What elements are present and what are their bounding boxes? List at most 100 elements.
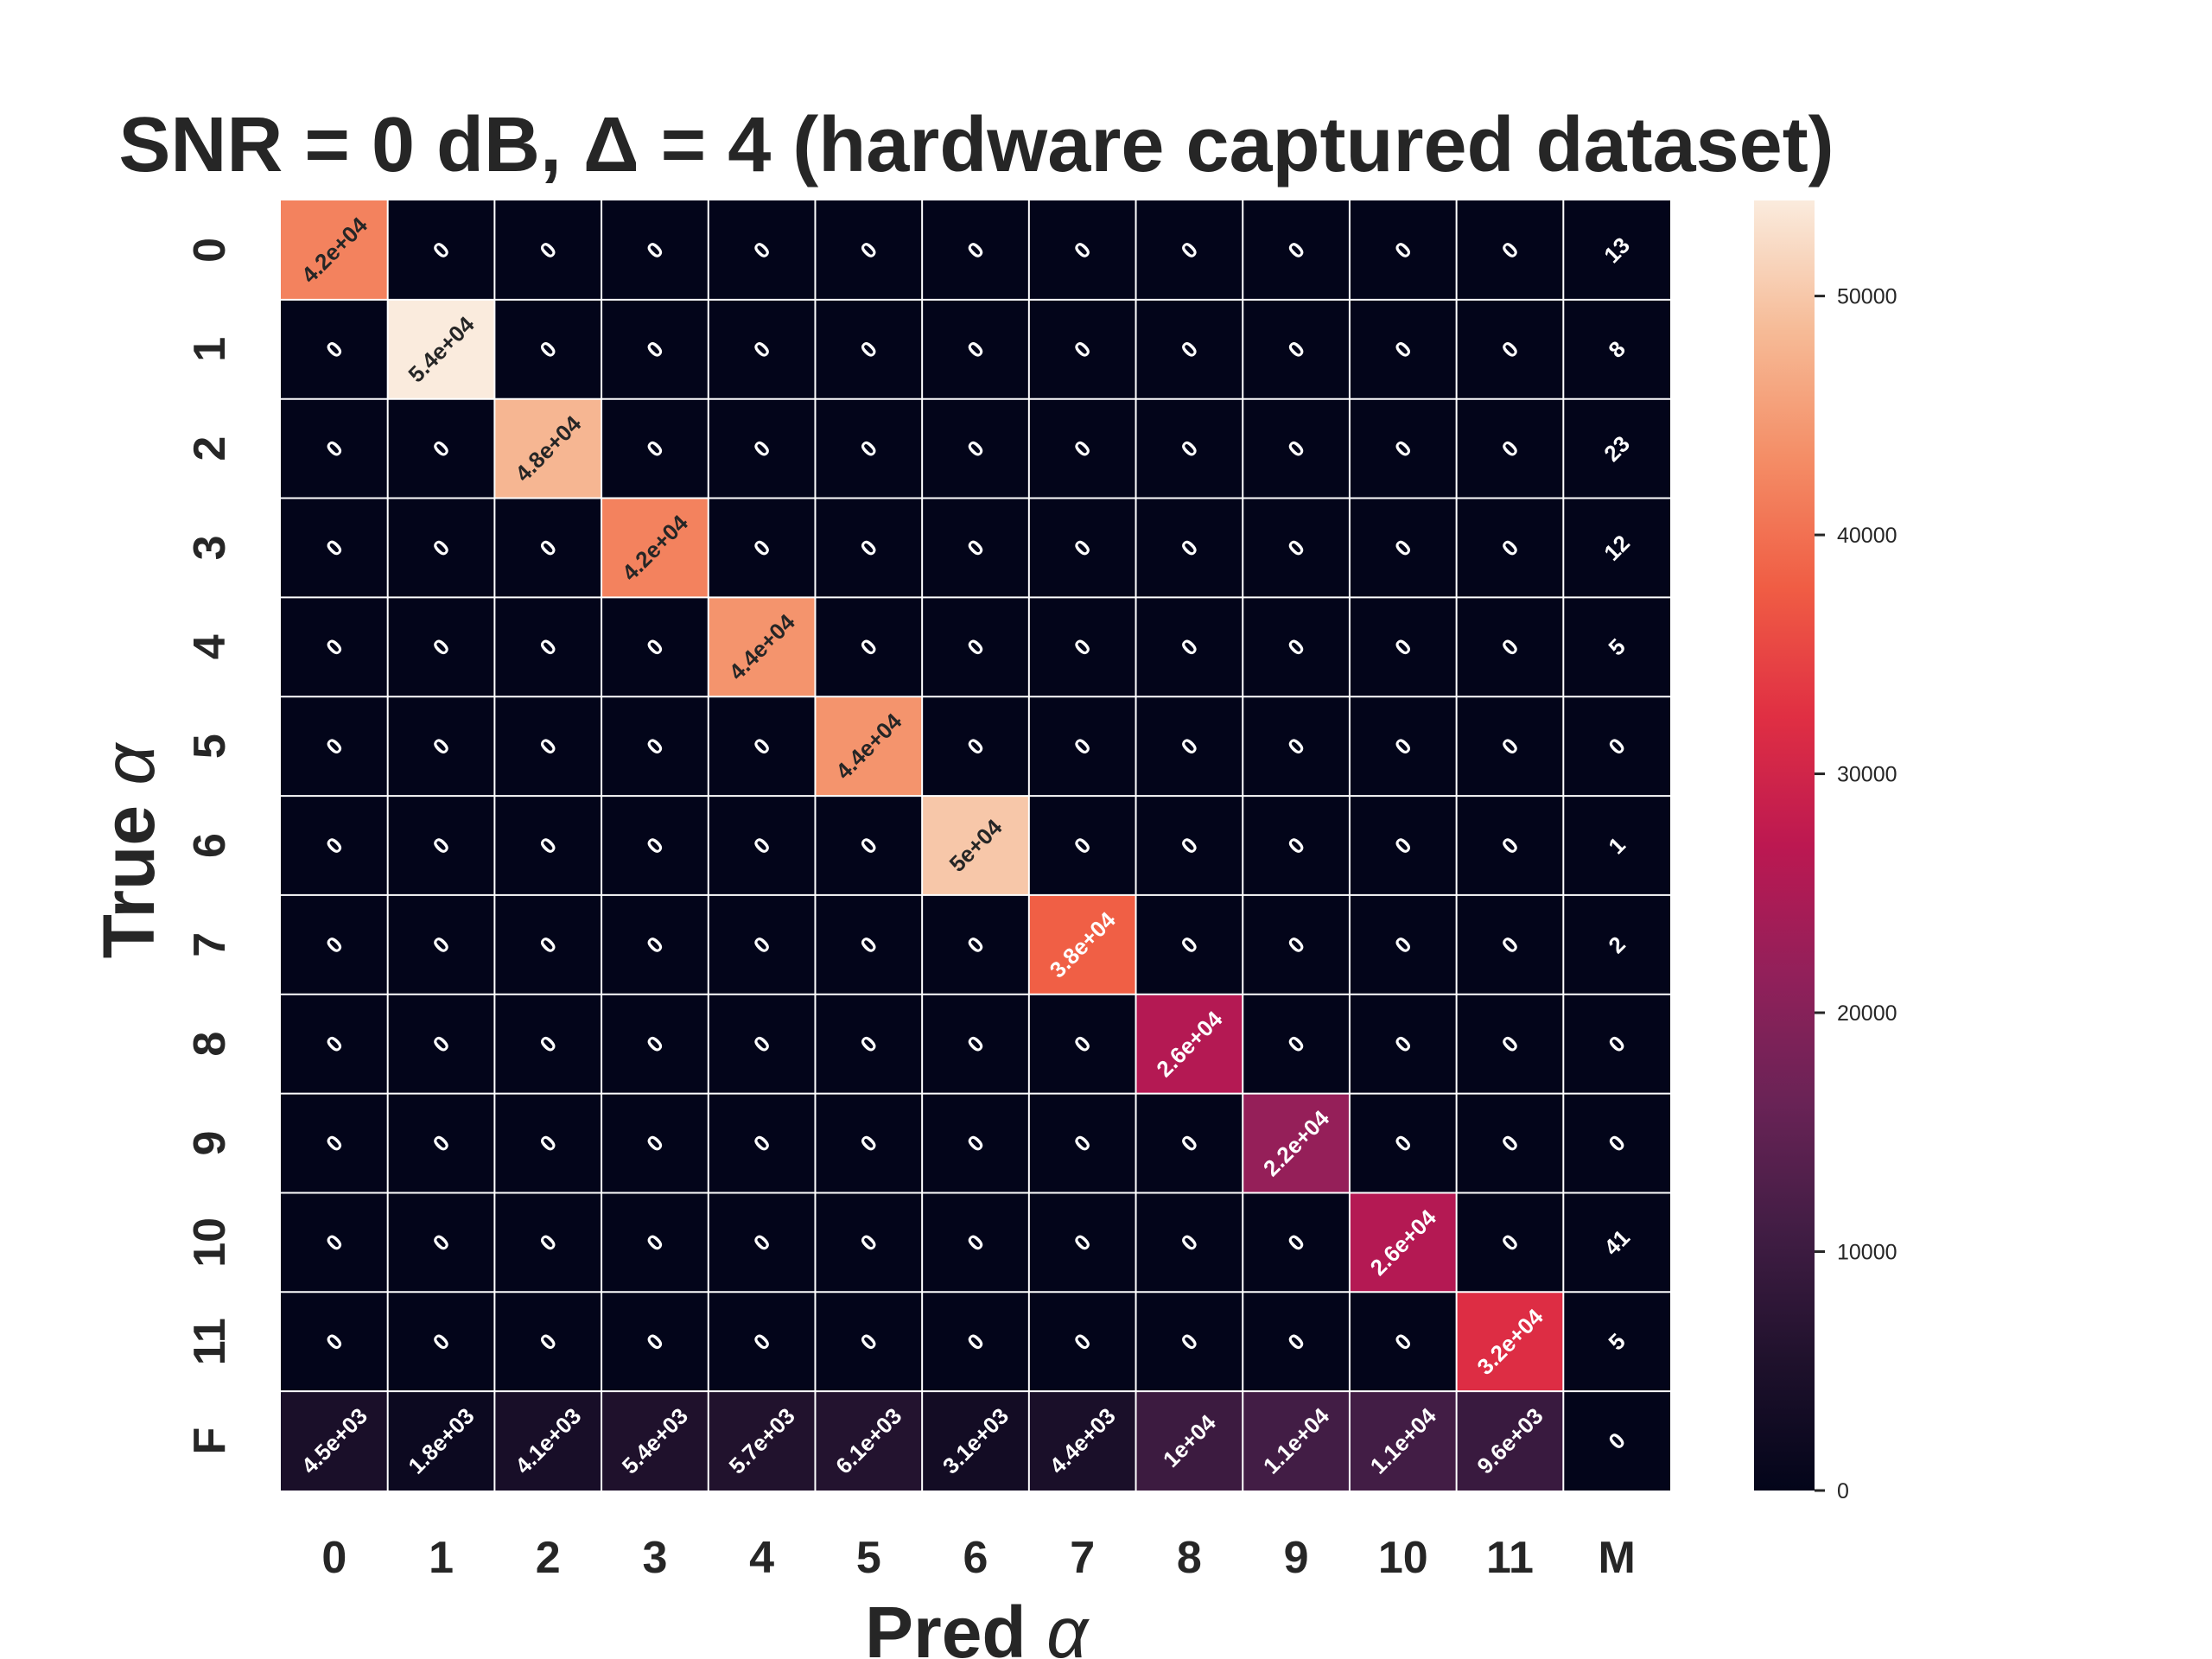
heatmap-cell — [1028, 1093, 1136, 1193]
heatmap-cell — [1243, 894, 1350, 995]
heatmap-cell — [708, 1292, 816, 1392]
heatmap-grid — [281, 200, 1670, 1491]
heatmap-cell — [815, 696, 923, 797]
heatmap-cell — [1563, 894, 1670, 995]
heatmap-cell — [1243, 597, 1350, 697]
heatmap-cell — [1028, 796, 1136, 895]
heatmap-cell — [922, 200, 1029, 300]
heatmap-cell — [601, 796, 709, 895]
heatmap-cell — [815, 200, 923, 300]
heatmap-cell — [1135, 1391, 1243, 1491]
y-tick-label: 0 — [185, 238, 235, 263]
heatmap-cell — [708, 1192, 816, 1293]
y-tick-label: 7 — [185, 932, 235, 957]
heatmap-cell — [708, 299, 816, 399]
colorbar-ticks: 0 10000 20000 30000 40000 50000 — [1815, 285, 1897, 1503]
heatmap-cell — [1563, 299, 1670, 399]
heatmap-cell — [708, 894, 816, 995]
y-tick-label: 8 — [185, 1032, 235, 1057]
heatmap-cell — [1349, 1192, 1457, 1293]
x-tick-label: 7 — [1070, 1533, 1095, 1583]
heatmap-cell — [387, 796, 495, 895]
heatmap-cell — [922, 696, 1029, 797]
y-tick-label: 10 — [185, 1217, 235, 1268]
heatmap-cell — [1135, 299, 1243, 399]
heatmap-cell — [1028, 498, 1136, 598]
colorbar-tick-label: 0 — [1837, 1479, 1849, 1503]
heatmap-cell — [601, 1391, 709, 1491]
heatmap-cell — [1349, 1093, 1457, 1193]
heatmap-cell — [601, 200, 709, 300]
heatmap-cell — [815, 1192, 923, 1293]
colorbar-tick-label: 30000 — [1837, 763, 1897, 787]
heatmap-cell — [1243, 398, 1350, 499]
heatmap-cell — [494, 994, 602, 1094]
heatmap-cell — [387, 1292, 495, 1392]
y-tick-label: F — [185, 1427, 235, 1455]
heatmap-cell — [1135, 597, 1243, 697]
heatmap-cell — [1563, 1292, 1670, 1392]
x-tick-label: 2 — [536, 1533, 561, 1583]
heatmap-cell — [815, 299, 923, 399]
y-axis-label: True α — [88, 742, 169, 959]
x-tick-label: 1 — [429, 1533, 454, 1583]
heatmap-cell — [494, 398, 602, 499]
heatmap-cell — [1456, 696, 1564, 797]
heatmap-cell — [281, 1292, 388, 1392]
x-tick-label: 4 — [749, 1533, 774, 1583]
heatmap-cell — [922, 498, 1029, 598]
heatmap-cell — [1456, 1192, 1564, 1293]
y-tick-label: 3 — [185, 536, 235, 561]
colorbar-tick-label: 50000 — [1837, 285, 1897, 309]
colorbar — [1754, 200, 1815, 1491]
colorbar-tick-label: 20000 — [1837, 1001, 1897, 1026]
heatmap-cell — [1563, 1093, 1670, 1193]
heatmap-cell — [1243, 1391, 1350, 1491]
heatmap-cell — [1028, 1292, 1136, 1392]
heatmap-cell — [281, 299, 388, 399]
y-axis-label-symbol: α — [88, 742, 169, 785]
y-tick-label: 2 — [185, 436, 235, 461]
heatmap-cell — [281, 696, 388, 797]
x-tick-label: M — [1598, 1533, 1635, 1583]
heatmap-cell — [1349, 200, 1457, 300]
heatmap-cell — [1456, 597, 1564, 697]
heatmap-cell — [494, 696, 602, 797]
heatmap-cell — [1456, 200, 1564, 300]
heatmap-cell — [494, 597, 602, 697]
heatmap-cell — [387, 200, 495, 300]
heatmap-cell — [922, 299, 1029, 399]
heatmap-cell — [1135, 200, 1243, 300]
heatmap-cell — [1243, 696, 1350, 797]
heatmap-cell — [387, 498, 495, 598]
x-axis-label-text: Pred — [865, 1592, 1046, 1659]
heatmap-cell — [1349, 1292, 1457, 1392]
heatmap-cell — [387, 398, 495, 499]
colorbar-tick-label: 40000 — [1837, 524, 1897, 548]
heatmap-cell — [708, 1391, 816, 1491]
chart-title: SNR = 0 dB, Δ = 4 (hardware captured dat… — [118, 102, 1834, 188]
heatmap-cell — [1135, 894, 1243, 995]
x-axis-label: Pred α — [865, 1592, 1090, 1659]
heatmap-cell — [922, 894, 1029, 995]
heatmap-cell — [601, 1093, 709, 1193]
heatmap-cell — [281, 1192, 388, 1293]
heatmap-cell — [1028, 1391, 1136, 1491]
heatmap-cell — [922, 597, 1029, 697]
heatmap-cell — [281, 796, 388, 895]
heatmap-cell — [815, 894, 923, 995]
x-tick-label: 11 — [1486, 1533, 1534, 1583]
heatmap-cell — [1028, 299, 1136, 399]
heatmap-cell — [494, 498, 602, 598]
heatmap-cell — [1028, 597, 1136, 697]
heatmap-cell — [281, 200, 388, 300]
heatmap-cell — [1243, 200, 1350, 300]
heatmap-cell — [1243, 1192, 1350, 1293]
heatmap-cell — [1563, 994, 1670, 1094]
colorbar-tick-label: 10000 — [1837, 1241, 1897, 1265]
heatmap-cell — [281, 1391, 388, 1491]
heatmap-cell — [1563, 398, 1670, 499]
heatmap-cell — [1135, 1292, 1243, 1392]
heatmap-cell — [601, 994, 709, 1094]
heatmap-cell — [708, 1093, 816, 1193]
